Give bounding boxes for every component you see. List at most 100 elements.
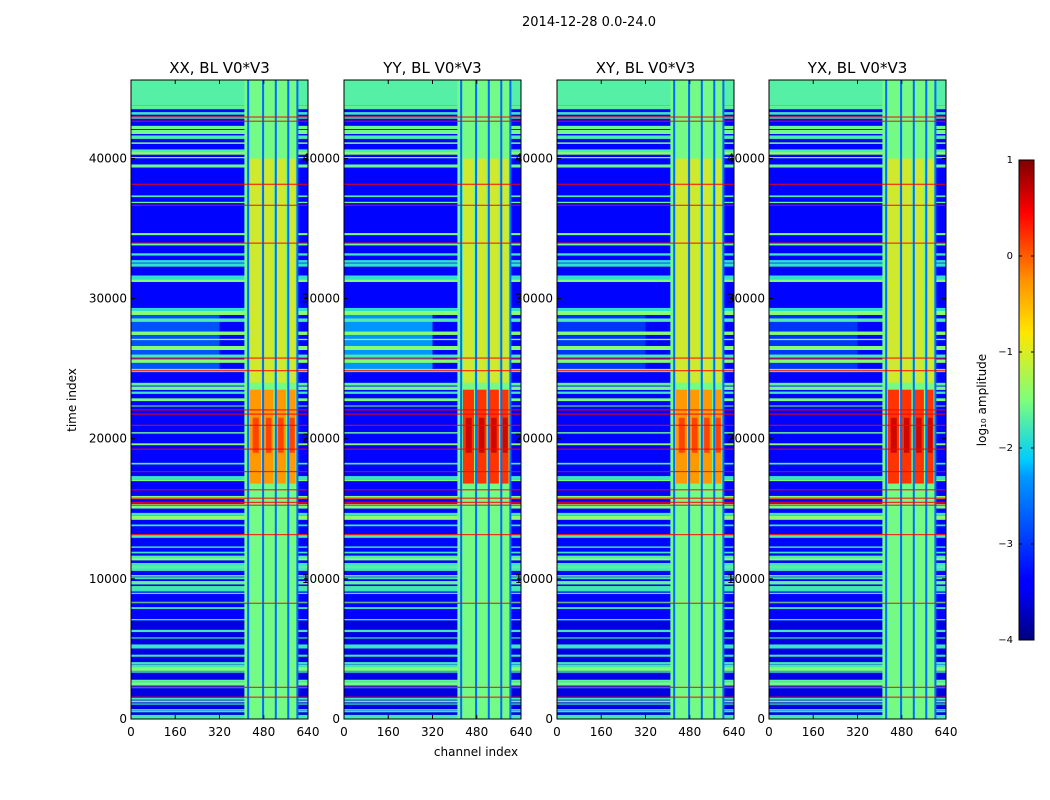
time-band <box>769 382 946 386</box>
rfi-line <box>557 242 734 244</box>
time-band <box>769 551 946 554</box>
time-band <box>344 338 521 341</box>
time-band <box>344 679 521 682</box>
x-tick-label: 480 <box>252 725 275 739</box>
rfi-line <box>344 116 521 118</box>
time-band <box>557 130 734 135</box>
x-tick-label: 320 <box>634 725 657 739</box>
time-band <box>131 310 308 315</box>
time-band <box>344 662 521 665</box>
time-band <box>769 275 946 280</box>
rfi-line <box>769 357 946 359</box>
y-tick-label: 40000 <box>302 151 340 165</box>
y-tick-label: 30000 <box>727 292 765 306</box>
colorbar-tick-label: 0 <box>1007 251 1013 262</box>
time-band <box>131 680 308 683</box>
time-band <box>344 318 521 322</box>
rfi-line <box>769 534 946 536</box>
time-band <box>131 260 308 263</box>
rfi-line <box>344 504 521 506</box>
rfi-line <box>557 120 734 122</box>
rfi-core <box>491 417 497 453</box>
rfi-line <box>557 489 734 491</box>
time-band <box>131 135 308 139</box>
time-band <box>344 150 521 155</box>
time-band <box>769 150 946 155</box>
time-band <box>131 588 308 592</box>
channel-gap <box>274 80 277 719</box>
x-tick-label: 480 <box>678 725 701 739</box>
time-band <box>769 662 946 665</box>
time-band <box>557 354 734 358</box>
time-band <box>131 307 308 313</box>
time-band <box>769 588 946 592</box>
colorbar-tick-label: −2 <box>998 443 1013 454</box>
time-band <box>131 629 308 633</box>
time-band <box>557 345 734 351</box>
time-band <box>557 680 734 683</box>
rfi-line <box>557 116 734 118</box>
rfi-core <box>890 417 897 453</box>
time-band <box>557 703 734 705</box>
channel-gap <box>722 80 725 719</box>
channel-gap <box>487 80 490 719</box>
time-band <box>131 637 308 639</box>
time-band <box>344 345 521 351</box>
rfi-line <box>131 534 308 536</box>
time-band <box>769 345 946 351</box>
time-band <box>769 697 946 700</box>
time-band <box>131 664 308 670</box>
rfi-line <box>344 242 521 244</box>
time-band <box>557 654 734 657</box>
time-band <box>769 664 946 670</box>
time-band <box>131 275 308 280</box>
time-band <box>769 505 946 508</box>
time-band <box>131 577 308 580</box>
channel-gap <box>500 80 503 719</box>
x-tick-label: 320 <box>208 725 231 739</box>
time-band <box>344 601 521 604</box>
rfi-column <box>901 158 912 383</box>
time-band <box>769 307 946 313</box>
channel-gap <box>296 80 299 719</box>
time-band <box>769 391 946 394</box>
time-band <box>557 495 734 500</box>
time-band <box>344 310 521 315</box>
time-band <box>131 354 308 358</box>
time-band <box>131 703 308 705</box>
time-band <box>769 644 946 649</box>
time-band <box>769 680 946 683</box>
x-tick-label: 640 <box>935 725 958 739</box>
time-band <box>131 195 308 198</box>
rfi-line <box>344 357 521 359</box>
rfi-line <box>557 424 734 426</box>
channel-gap <box>700 80 703 719</box>
time-band <box>131 505 308 508</box>
rfi-line <box>769 424 946 426</box>
time-band <box>344 607 521 609</box>
y-tick-label: 10000 <box>727 572 765 586</box>
x-tick-label: 480 <box>890 725 913 739</box>
time-band <box>131 386 308 390</box>
time-band <box>344 667 521 671</box>
time-band <box>344 432 521 434</box>
time-band <box>131 601 308 604</box>
rfi-column <box>887 158 899 383</box>
time-band <box>557 637 734 639</box>
time-band <box>769 565 946 569</box>
rfi-line <box>344 497 521 499</box>
time-band <box>769 682 946 686</box>
time-band <box>344 260 521 263</box>
time-band <box>344 253 521 256</box>
y-tick-label: 0 <box>545 712 553 726</box>
rfi-core <box>265 417 272 453</box>
rfi-line <box>769 409 946 411</box>
channel-gap <box>885 80 888 719</box>
time-band <box>344 263 521 267</box>
time-band <box>557 563 734 566</box>
time-band <box>769 388 946 391</box>
time-band <box>131 575 308 577</box>
time-band <box>557 568 734 571</box>
time-band <box>131 546 308 548</box>
rfi-line <box>131 120 308 122</box>
